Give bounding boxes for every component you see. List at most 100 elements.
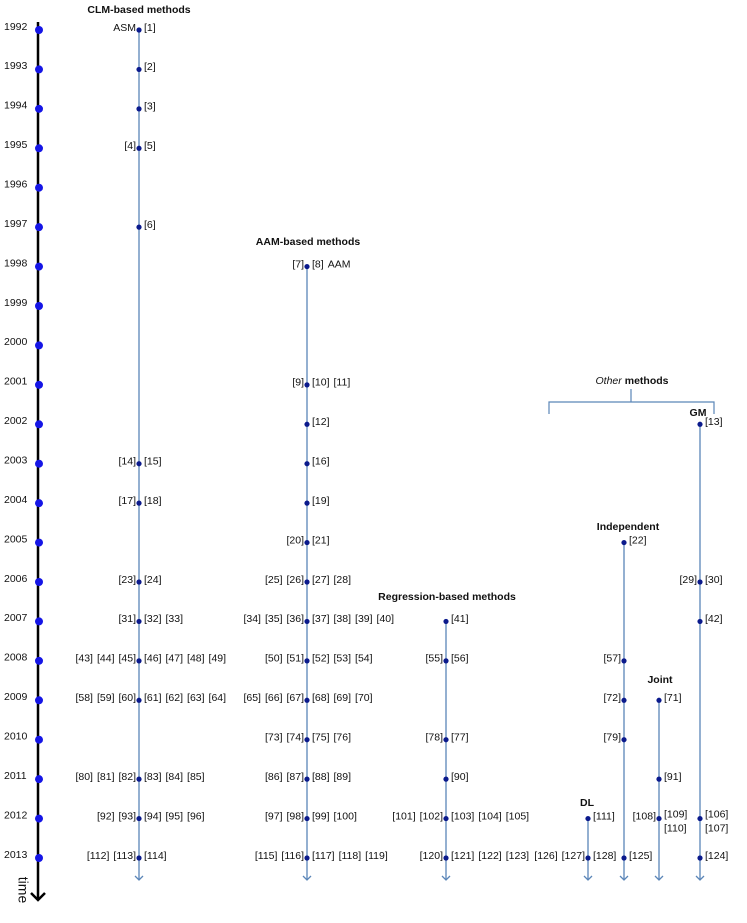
ref-label: [10] bbox=[312, 377, 330, 389]
branch-title: CLM-based methods bbox=[87, 4, 190, 16]
ref-label: [55] bbox=[425, 653, 443, 665]
ref-label: [79] bbox=[603, 731, 621, 743]
ref-label: [76] bbox=[334, 731, 352, 743]
ref-label: [89] bbox=[334, 771, 352, 783]
year-label: 2004 bbox=[4, 494, 28, 506]
ref-label: [125] bbox=[629, 850, 652, 862]
year-dot bbox=[35, 538, 43, 547]
ref-label: [17] bbox=[118, 495, 136, 507]
year-label: 1992 bbox=[4, 21, 28, 33]
node-dot bbox=[304, 815, 310, 822]
ref-label: [99] bbox=[312, 810, 330, 822]
ref-label: [6] bbox=[144, 219, 156, 231]
ref-label: [72] bbox=[603, 692, 621, 704]
ref-label: [71] bbox=[664, 692, 682, 704]
year-dot bbox=[35, 656, 43, 665]
node-dot bbox=[136, 500, 142, 506]
year-dot bbox=[35, 104, 43, 113]
node-dot bbox=[443, 776, 449, 782]
ref-label: [57] bbox=[603, 653, 621, 665]
ref-label: [20] bbox=[286, 534, 304, 546]
ref-label: [22] bbox=[629, 534, 647, 546]
ref-label: [14] bbox=[118, 455, 136, 467]
ref-label: [83] bbox=[144, 771, 162, 783]
node-dot bbox=[136, 66, 142, 73]
ref-label: [56] bbox=[451, 653, 469, 665]
other-emphasis: Other bbox=[595, 375, 622, 387]
year-dot bbox=[35, 696, 43, 705]
year-dot bbox=[35, 499, 43, 508]
node-dot bbox=[136, 776, 142, 782]
ref-label: [40] bbox=[377, 613, 395, 625]
ref-label: [13] bbox=[705, 416, 723, 428]
year-label: 1997 bbox=[4, 218, 28, 230]
year-label: 2006 bbox=[4, 573, 28, 585]
node-dot bbox=[585, 815, 591, 822]
year-label: 1996 bbox=[4, 178, 28, 190]
node-dot bbox=[136, 658, 142, 664]
ref-label: [115] bbox=[255, 850, 278, 862]
ref-label: [58] bbox=[75, 692, 93, 704]
ref-label: [49] bbox=[209, 653, 227, 665]
node-dot bbox=[697, 421, 703, 427]
ref-label: [98] bbox=[286, 810, 304, 822]
ref-label: [64] bbox=[209, 692, 227, 704]
ref-label: [74] bbox=[286, 731, 304, 743]
node-dot bbox=[304, 421, 310, 427]
ref-label: [5] bbox=[144, 140, 156, 152]
ref-label: [34] bbox=[243, 613, 261, 625]
node-dot bbox=[304, 263, 310, 270]
ref-label: [106] bbox=[705, 808, 728, 820]
ref-label: [122] bbox=[478, 850, 501, 862]
ref-label: [73] bbox=[265, 731, 283, 743]
year-dot bbox=[35, 223, 43, 232]
ref-label: [78] bbox=[425, 731, 443, 743]
node-dot bbox=[621, 539, 627, 546]
ref-label: [108] bbox=[633, 810, 656, 822]
ref-label: [104] bbox=[478, 810, 501, 822]
year-dot bbox=[35, 144, 43, 153]
ref-label: [16] bbox=[312, 455, 330, 467]
ref-label: [54] bbox=[355, 653, 373, 665]
ref-label: [51] bbox=[286, 653, 304, 665]
node-dot bbox=[585, 855, 591, 861]
ref-label: [84] bbox=[166, 771, 184, 783]
node-dot bbox=[656, 815, 662, 822]
ref-label: [67] bbox=[286, 692, 304, 704]
ref-label: ASM bbox=[113, 22, 136, 34]
ref-label: [101] bbox=[392, 810, 415, 822]
ref-label: [43] bbox=[75, 653, 93, 665]
node-dot bbox=[136, 697, 142, 703]
year-dot bbox=[35, 26, 43, 34]
ref-label: [1] bbox=[144, 22, 156, 34]
year-label: 1999 bbox=[4, 297, 28, 309]
ref-label: [87] bbox=[286, 771, 304, 783]
ref-label: [46] bbox=[144, 653, 162, 665]
axis-label: time bbox=[15, 877, 31, 904]
node-dot bbox=[304, 618, 310, 625]
ref-label: [42] bbox=[705, 613, 723, 625]
ref-label: [110] bbox=[664, 822, 687, 834]
ref-label: [85] bbox=[187, 771, 205, 783]
year-dot bbox=[35, 262, 43, 271]
year-label: 2010 bbox=[4, 730, 28, 742]
other-title: Other methods bbox=[595, 375, 668, 387]
node-dot bbox=[697, 855, 703, 861]
ref-label: [86] bbox=[265, 771, 283, 783]
year-dot bbox=[35, 617, 43, 626]
ref-label: [48] bbox=[187, 653, 205, 665]
node-dot bbox=[697, 579, 703, 585]
ref-label: [2] bbox=[144, 61, 156, 73]
ref-label: [118] bbox=[339, 850, 362, 862]
year-label: 2001 bbox=[4, 376, 28, 388]
ref-label: [97] bbox=[265, 810, 283, 822]
ref-label: [90] bbox=[451, 771, 469, 783]
year-dot bbox=[35, 302, 43, 310]
node-dot bbox=[136, 106, 142, 112]
ref-label: [50] bbox=[265, 653, 283, 665]
ref-label: [119] bbox=[365, 850, 388, 862]
ref-label: [103] bbox=[451, 810, 474, 822]
ref-label: [32] bbox=[144, 613, 162, 625]
node-dot bbox=[304, 461, 310, 467]
year-dot bbox=[35, 735, 43, 744]
